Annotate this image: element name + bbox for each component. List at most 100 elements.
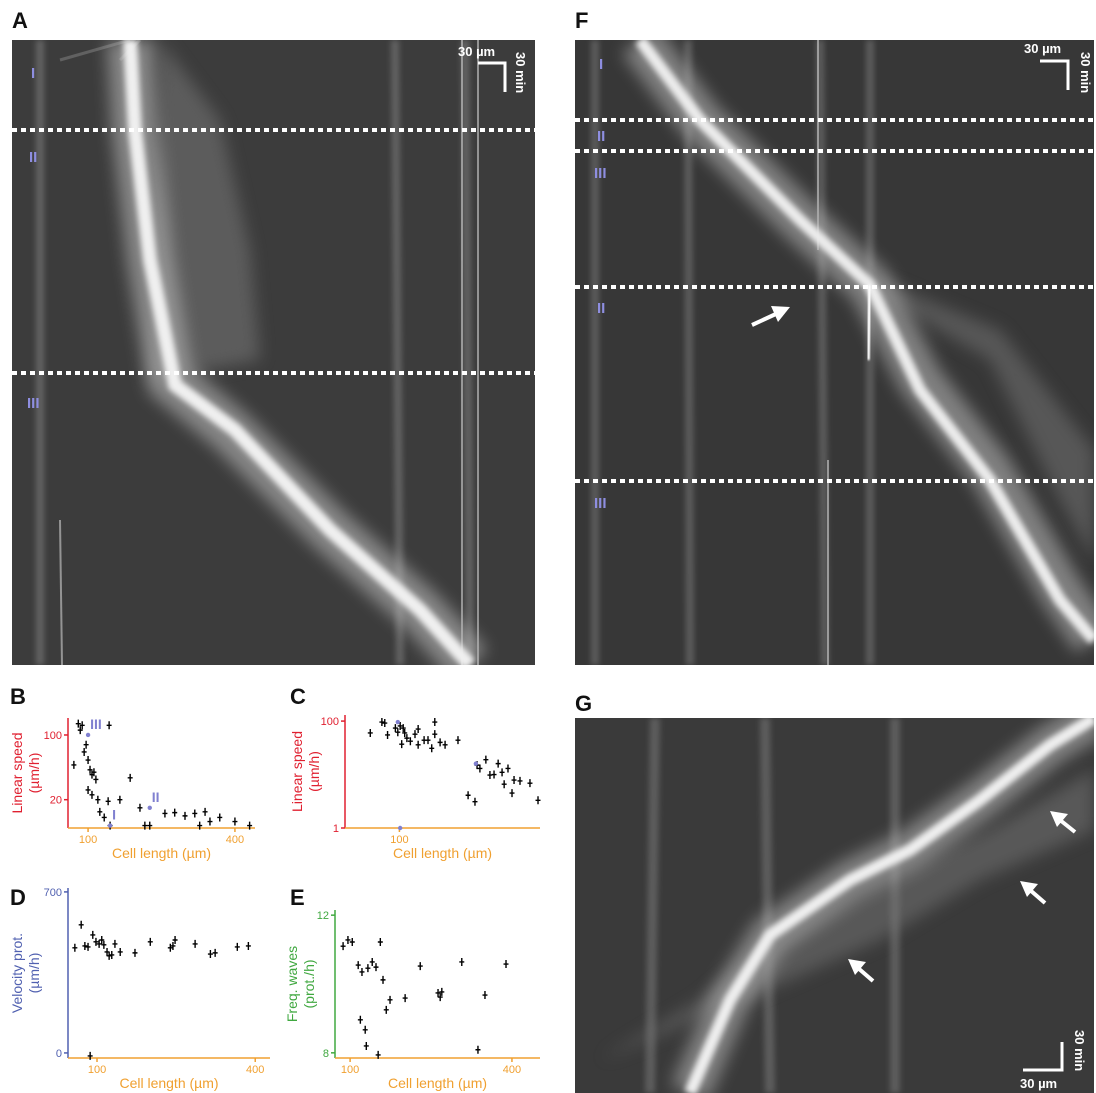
data-point <box>93 938 98 946</box>
kymograph <box>575 40 1094 665</box>
figure: A I II III 30 µm 30 min F I II III II II… <box>0 0 1096 1093</box>
y-tick-label: 700 <box>44 887 62 899</box>
phase-label: II <box>597 128 605 145</box>
panel-label: C <box>290 684 306 709</box>
data-point <box>426 736 431 744</box>
data-point <box>500 768 505 776</box>
panel-label: D <box>10 885 26 910</box>
data-point <box>162 809 167 817</box>
data-point <box>79 921 84 929</box>
y-axis-title: (µm/h) <box>26 753 42 794</box>
y-tick-label: 1 <box>333 823 339 835</box>
data-point <box>208 950 213 958</box>
highlight-point <box>398 826 402 830</box>
data-point <box>102 813 107 821</box>
data-point <box>505 764 510 772</box>
data-point <box>72 944 77 952</box>
data-point <box>379 718 384 726</box>
data-point <box>438 738 443 746</box>
y-axis-title: Linear speed <box>9 733 25 814</box>
scale-label: 30 µm <box>1020 1076 1057 1091</box>
data-point <box>82 942 87 950</box>
data-point <box>89 791 94 799</box>
x-axis-title: Cell length (µm) <box>388 1075 487 1091</box>
data-point <box>432 718 437 726</box>
data-point <box>455 736 460 744</box>
data-point <box>207 818 212 826</box>
data-point <box>475 1046 480 1054</box>
data-point <box>504 960 509 968</box>
data-point <box>374 963 379 971</box>
data-point <box>117 796 122 804</box>
data-point <box>137 804 142 812</box>
y-axis-title: Velocity prot. <box>9 933 25 1013</box>
x-tick-label: 400 <box>246 1064 264 1076</box>
highlight-point <box>396 720 400 724</box>
data-point <box>472 798 477 806</box>
data-point <box>443 741 448 749</box>
highlight-label: III <box>90 716 102 732</box>
data-point <box>384 1006 389 1014</box>
x-tick-label: 400 <box>226 834 244 846</box>
y-tick-label: 12 <box>317 910 329 922</box>
data-point <box>412 730 417 738</box>
data-point <box>358 1016 363 1024</box>
data-point <box>459 958 464 966</box>
data-point <box>90 931 95 939</box>
data-point <box>97 940 102 948</box>
x-tick-label: 100 <box>79 834 97 846</box>
data-point <box>356 961 361 969</box>
phase-label: I <box>31 65 35 82</box>
highlight-point <box>86 733 90 737</box>
data-point <box>192 809 197 817</box>
data-point <box>84 741 89 749</box>
data-point <box>107 721 112 729</box>
phase-label: II <box>597 300 605 317</box>
data-point <box>432 730 437 738</box>
data-point <box>381 976 386 984</box>
data-point <box>492 771 497 779</box>
data-point <box>365 964 370 972</box>
y-tick-label: 100 <box>44 730 62 742</box>
panel-label: G <box>575 691 592 716</box>
y-axis-title: (µm/h) <box>26 953 42 994</box>
data-point <box>385 731 390 739</box>
highlight-label: I <box>112 807 116 823</box>
scale-label: 30 min <box>1078 52 1093 93</box>
data-point <box>482 991 487 999</box>
y-axis-title: Freq. waves <box>284 946 300 1022</box>
x-axis-title: Cell length (µm) <box>119 1075 218 1091</box>
data-point <box>418 962 423 970</box>
kymograph <box>12 40 535 665</box>
highlight-point <box>148 806 152 810</box>
data-point <box>86 756 91 764</box>
scale-label: 30 min <box>1072 1030 1087 1071</box>
data-point <box>350 938 355 946</box>
y-tick-label: 100 <box>321 716 339 728</box>
data-point <box>86 786 91 794</box>
data-point <box>93 775 98 783</box>
data-point <box>536 796 541 804</box>
phase-label: III <box>594 165 607 182</box>
data-point <box>416 741 421 749</box>
data-point <box>172 809 177 817</box>
panel-label: E <box>290 885 305 910</box>
data-point <box>502 780 507 788</box>
panel-label: A <box>12 8 28 33</box>
data-point <box>429 744 434 752</box>
scale-label: 30 µm <box>1024 41 1061 56</box>
data-point <box>246 942 251 950</box>
x-axis-title: Cell length (µm) <box>112 845 211 861</box>
data-point <box>128 774 133 782</box>
data-point <box>109 951 114 959</box>
panel-label: B <box>10 684 26 709</box>
y-axis-title: (prot./h) <box>301 959 317 1008</box>
phase-label: III <box>27 395 40 412</box>
data-point <box>82 748 87 756</box>
data-point <box>217 813 222 821</box>
data-point <box>86 943 91 951</box>
data-point <box>368 729 373 737</box>
y-tick-label: 8 <box>323 1048 329 1060</box>
data-point <box>359 968 364 976</box>
data-point <box>512 776 517 784</box>
